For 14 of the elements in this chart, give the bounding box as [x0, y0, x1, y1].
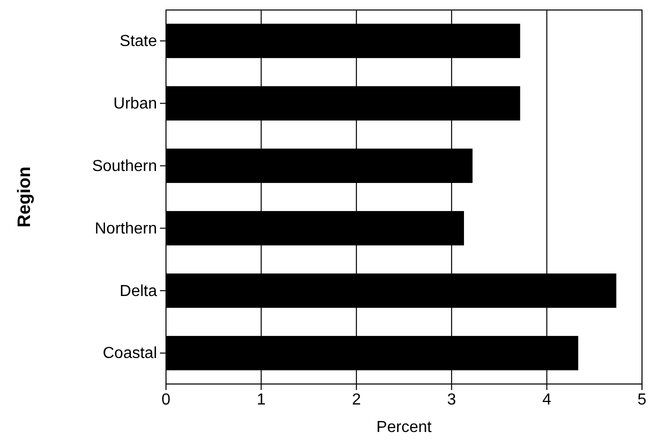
y-axis-title: Region: [14, 166, 34, 228]
x-tick-label: 4: [542, 391, 552, 408]
x-tick-label: 1: [256, 391, 266, 408]
y-tick-label: State: [120, 33, 158, 50]
y-tick-label: Coastal: [102, 345, 157, 362]
y-tick-label: Northern: [94, 220, 157, 238]
y-tick-label: Urban: [113, 95, 157, 112]
x-tick-label: 0: [162, 391, 171, 408]
y-tick-label: Southern: [92, 158, 157, 175]
x-tick-label: 3: [447, 391, 456, 408]
x-tick-label: 5: [638, 391, 647, 408]
x-tick-label: 2: [352, 391, 361, 408]
x-axis-title: Percent: [376, 419, 432, 436]
y-tick-label: Delta: [120, 282, 158, 300]
